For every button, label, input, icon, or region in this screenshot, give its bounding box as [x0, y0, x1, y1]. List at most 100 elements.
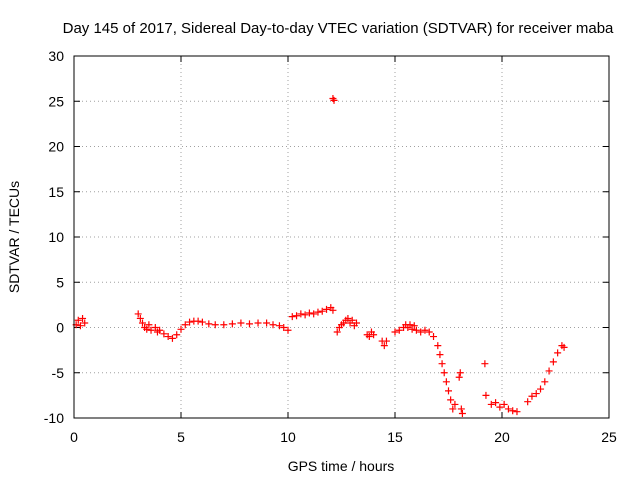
x-tick-label: 20 [494, 429, 510, 445]
data-point [436, 351, 444, 359]
data-point [549, 358, 557, 366]
data-point [301, 311, 309, 319]
data-point [410, 322, 418, 330]
y-tick-label: 5 [56, 274, 64, 290]
data-point [177, 325, 185, 333]
data-point [173, 331, 181, 339]
data-point [138, 319, 146, 327]
data-point [348, 316, 356, 324]
ticks-layer: 0 5 10 15 20 25 -10 -5 0 5 10 15 20 25 30 [44, 48, 617, 445]
data-point [79, 314, 87, 322]
data-point [344, 314, 352, 322]
data-point [310, 310, 318, 318]
y-tick-label: 0 [56, 320, 64, 336]
data-point [297, 310, 305, 318]
data-point [541, 378, 549, 386]
x-tick-label: 0 [70, 429, 78, 445]
y-tick-label: 25 [48, 93, 64, 109]
data-point [425, 328, 433, 336]
data-point [143, 325, 151, 333]
data-point [430, 333, 438, 341]
data-point [545, 367, 553, 375]
data-point [492, 399, 500, 407]
data-point [134, 310, 142, 318]
data-point [228, 320, 236, 328]
data-point [445, 387, 452, 395]
grid-layer [74, 56, 609, 418]
data-point [194, 317, 202, 325]
data-point [537, 385, 545, 393]
data-point [151, 324, 159, 331]
data-point [440, 369, 448, 377]
data-point [408, 325, 416, 333]
y-tick-label: 10 [48, 229, 64, 245]
data-point [205, 320, 213, 328]
x-tick-label: 15 [387, 429, 403, 445]
data-point [434, 342, 442, 350]
data-point [136, 314, 144, 322]
data-point [263, 319, 271, 327]
x-tick-label: 10 [280, 429, 296, 445]
data-point [456, 369, 464, 377]
y-tick-label: -5 [52, 365, 65, 381]
y-tick-label: 15 [48, 184, 64, 200]
data-point [168, 334, 176, 342]
data-point [323, 305, 331, 313]
data-point [288, 313, 296, 321]
data-point [160, 330, 168, 338]
data-point [76, 322, 84, 330]
data-point [412, 326, 420, 334]
data-point [455, 373, 463, 381]
data-point [554, 349, 562, 357]
x-tick-label: 5 [177, 429, 185, 445]
data-point [524, 398, 532, 406]
data-point [237, 319, 245, 327]
data-point [391, 328, 399, 336]
x-tick-label: 25 [601, 429, 617, 445]
data-point [314, 308, 322, 316]
data-point [449, 405, 457, 413]
chart-title: Day 145 of 2017, Sidereal Day-to-day VTE… [63, 20, 614, 37]
data-point [406, 321, 414, 329]
data-point [481, 360, 489, 368]
data-point [186, 318, 194, 326]
data-point [457, 405, 465, 413]
data-point [145, 321, 153, 329]
data-point [496, 403, 504, 411]
data-point [333, 328, 341, 336]
data-point [181, 321, 189, 329]
data-point [438, 360, 446, 368]
data-point [382, 337, 390, 345]
data-point [269, 321, 277, 329]
data-point [504, 405, 512, 413]
data-point [447, 396, 455, 404]
data-point [370, 331, 378, 339]
data-point [330, 96, 338, 104]
data-point [74, 316, 82, 324]
y-tick-label: 30 [48, 48, 64, 64]
data-point [254, 319, 262, 327]
data-points [72, 95, 568, 417]
data-point [482, 391, 490, 399]
data-point [198, 318, 206, 326]
y-axis-label: SDTVAR / TECUs [6, 181, 22, 293]
data-point [442, 378, 450, 386]
data-point [280, 324, 288, 331]
data-point [211, 321, 219, 329]
data-point [305, 309, 313, 317]
data-point [380, 342, 388, 350]
data-point [147, 326, 155, 334]
data-point [451, 400, 459, 408]
data-point [318, 307, 326, 315]
y-tick-label: 20 [48, 139, 64, 155]
data-point [365, 333, 373, 341]
data-point [500, 400, 508, 408]
data-point [528, 392, 536, 400]
plot-frame [73, 55, 610, 419]
data-point [284, 326, 292, 334]
data-point [220, 321, 228, 329]
data-point [164, 333, 172, 341]
y-tick-label: -10 [44, 410, 64, 426]
data-point [352, 319, 360, 327]
